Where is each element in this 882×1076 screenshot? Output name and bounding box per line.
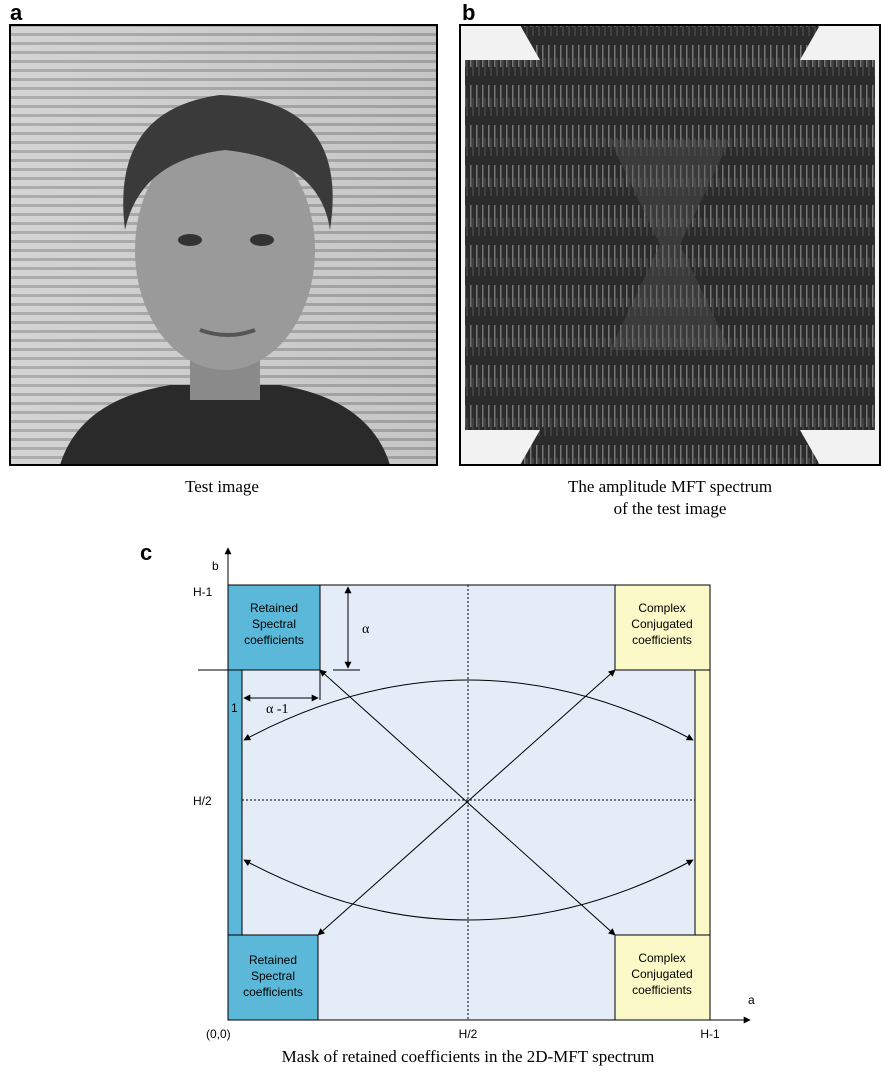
box-text: Retained <box>250 601 298 615</box>
box-text: Complex <box>638 951 685 965</box>
box-text: Spectral <box>252 617 296 631</box>
caption: The amplitude MFT spectrum <box>568 477 772 496</box>
figure: a Test image b The amplitude MFT spectru… <box>0 0 882 1076</box>
alpha-label: α <box>362 622 370 637</box>
caption: Test image <box>185 477 259 496</box>
one-label: 1 <box>231 701 238 715</box>
box-text: coefficients <box>632 983 692 997</box>
box-text: coefficients <box>244 633 304 647</box>
y-tick-label: H/2 <box>193 794 212 808</box>
panel-label: c <box>140 540 152 565</box>
box-text: Conjugated <box>631 967 692 981</box>
page: {"panels": [ {"label": "a", "caption": [… <box>0 0 882 1076</box>
box-text: coefficients <box>243 985 303 999</box>
photo <box>10 25 437 465</box>
spectrum <box>460 25 880 465</box>
x-tick-label: H/2 <box>459 1027 478 1041</box>
x-tick-label: H-1 <box>700 1027 720 1041</box>
panel-label: a <box>10 0 23 25</box>
panel-label: b <box>462 0 475 25</box>
caption: of the test image <box>614 499 727 518</box>
box-text: Retained <box>249 953 297 967</box>
y-tick-label: H-1 <box>193 585 213 599</box>
caption: Mask of retained coefficients in the 2D-… <box>282 1047 655 1066</box>
x-tick-label: (0,0) <box>206 1027 231 1041</box>
box-text: coefficients <box>632 633 692 647</box>
y-axis-label: b <box>212 559 219 573</box>
alpha-minus-one-label: α -1 <box>266 702 289 717</box>
box-text: Complex <box>638 601 685 615</box>
box-text: Conjugated <box>631 617 692 631</box>
x-axis-label: a <box>748 993 755 1007</box>
box-text: Spectral <box>251 969 295 983</box>
